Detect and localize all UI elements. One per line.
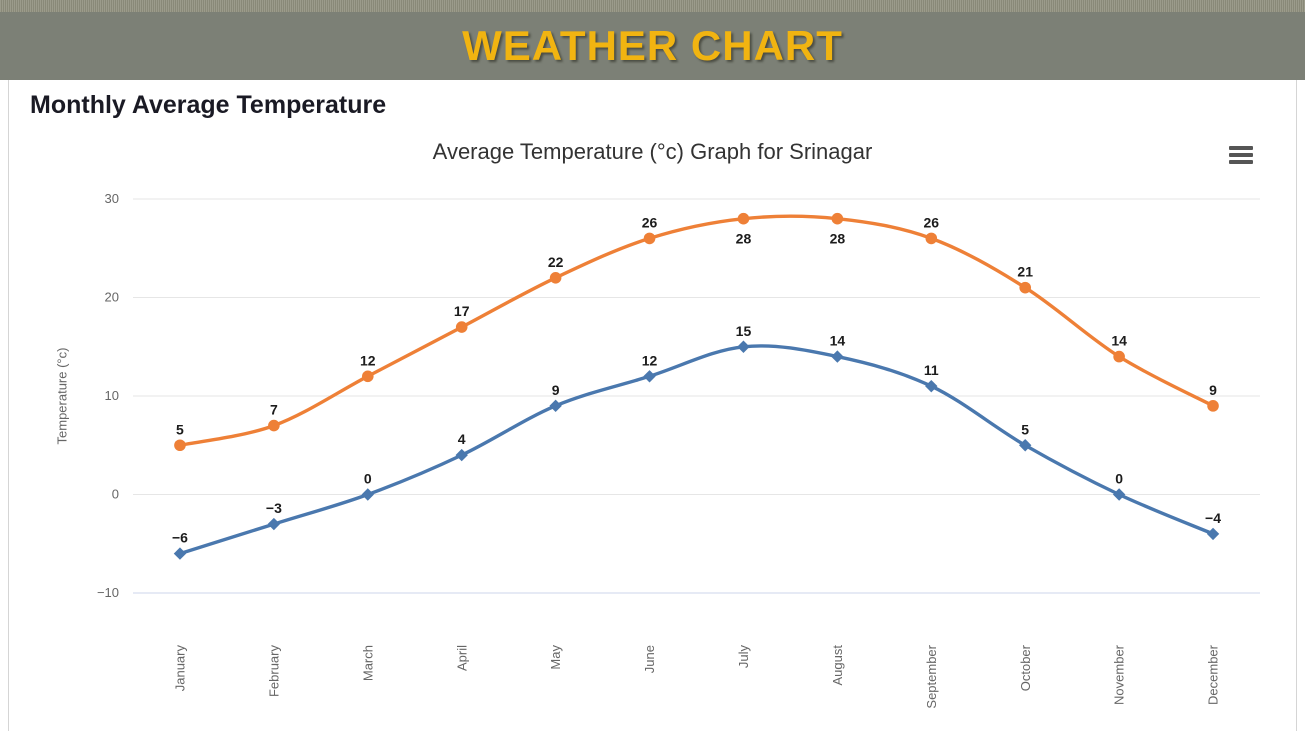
chart-context-menu-button[interactable] — [1228, 144, 1254, 166]
data-label-upper-temperature-august: 28 — [830, 231, 846, 247]
data-point-lower-temperature-april[interactable] — [455, 448, 468, 462]
hamburger-icon — [1229, 146, 1253, 150]
xtick-june: June — [642, 645, 657, 673]
data-point-lower-temperature-march[interactable] — [361, 488, 374, 501]
data-label-upper-temperature-march: 12 — [360, 352, 376, 368]
data-point-upper-temperature-february[interactable] — [268, 419, 280, 432]
ytick-20: 20 — [105, 290, 119, 305]
xtick-august: August — [830, 645, 845, 686]
series-line-upper-temperature — [178, 214, 1215, 447]
yaxis-title: Temperature (°c) — [55, 348, 70, 445]
data-label-upper-temperature-september: 26 — [924, 214, 940, 230]
data-point-lower-temperature-august[interactable] — [831, 350, 844, 363]
section-title: Monthly Average Temperature — [30, 91, 387, 119]
ytick-0: 0 — [112, 487, 119, 502]
xtick-october: October — [1018, 644, 1033, 691]
xtick-september: September — [924, 644, 939, 708]
data-point-lower-temperature-february[interactable] — [267, 517, 281, 531]
xtick-november: November — [1112, 644, 1127, 705]
data-label-upper-temperature-may: 22 — [548, 254, 564, 270]
chart-title: Average Temperature (°c) Graph for Srina… — [432, 139, 873, 164]
data-point-lower-temperature-january[interactable] — [173, 547, 187, 560]
data-point-lower-temperature-may[interactable] — [549, 399, 562, 413]
data-label-lower-temperature-july: 15 — [736, 323, 752, 339]
data-point-lower-temperature-july[interactable] — [737, 340, 750, 353]
data-point-upper-temperature-june[interactable] — [643, 232, 656, 245]
xtick-february: February — [266, 645, 281, 698]
data-label-lower-temperature-march: 0 — [364, 471, 372, 487]
data-point-lower-temperature-october[interactable] — [1019, 439, 1032, 452]
ytick-30: 30 — [105, 191, 119, 206]
data-label-lower-temperature-december: −4 — [1205, 510, 1221, 526]
data-point-upper-temperature-september[interactable] — [925, 232, 938, 245]
data-label-lower-temperature-august: 14 — [830, 333, 846, 349]
data-label-upper-temperature-december: 9 — [1209, 382, 1217, 398]
data-point-upper-temperature-november[interactable] — [1113, 350, 1125, 363]
data-label-upper-temperature-october: 21 — [1017, 264, 1033, 280]
content-card: Monthly Average Temperature Average Temp… — [8, 80, 1297, 731]
data-label-lower-temperature-february: −3 — [266, 500, 282, 516]
data-point-upper-temperature-august[interactable] — [831, 212, 844, 225]
data-label-lower-temperature-april: 4 — [458, 431, 466, 447]
xtick-december: December — [1206, 644, 1221, 705]
xtick-january: January — [173, 645, 188, 692]
ytick--10: −10 — [97, 585, 119, 600]
data-label-lower-temperature-september: 11 — [924, 362, 939, 378]
page-header: WEATHER CHART — [0, 0, 1305, 80]
data-label-upper-temperature-april: 17 — [454, 303, 470, 319]
series-line-lower-temperature — [178, 344, 1215, 556]
data-label-lower-temperature-june: 12 — [642, 352, 658, 368]
xtick-may: May — [548, 645, 563, 670]
data-point-upper-temperature-october[interactable] — [1019, 281, 1032, 294]
header-top-strip — [0, 0, 1305, 12]
data-point-lower-temperature-november[interactable] — [1112, 488, 1126, 501]
data-label-upper-temperature-november: 14 — [1111, 333, 1127, 349]
data-point-upper-temperature-march[interactable] — [361, 370, 374, 383]
data-label-upper-temperature-july: 28 — [736, 231, 752, 247]
data-point-lower-temperature-december[interactable] — [1206, 527, 1220, 541]
data-label-lower-temperature-october: 5 — [1021, 421, 1029, 437]
data-label-upper-temperature-january: 5 — [176, 421, 184, 437]
data-point-upper-temperature-april[interactable] — [455, 321, 468, 333]
data-label-lower-temperature-january: −6 — [172, 530, 188, 546]
page-title: WEATHER CHART — [462, 22, 843, 69]
xtick-july: July — [736, 645, 751, 669]
data-label-lower-temperature-november: 0 — [1115, 471, 1123, 487]
xtick-march: March — [360, 645, 375, 681]
data-point-upper-temperature-july[interactable] — [737, 212, 750, 225]
data-point-upper-temperature-january[interactable] — [174, 439, 186, 452]
data-label-upper-temperature-june: 26 — [642, 214, 658, 230]
data-label-upper-temperature-february: 7 — [270, 402, 278, 418]
ytick-10: 10 — [105, 388, 119, 403]
data-point-lower-temperature-june[interactable] — [643, 370, 656, 383]
data-label-lower-temperature-may: 9 — [552, 382, 560, 398]
xtick-april: April — [454, 645, 469, 671]
data-point-lower-temperature-september[interactable] — [925, 379, 938, 393]
data-point-upper-temperature-may[interactable] — [549, 272, 562, 284]
data-point-upper-temperature-december[interactable] — [1207, 400, 1219, 412]
temperature-chart-svg: 30 20 10 0 −10 Temperature (°c) January Februar… — [55, 191, 1260, 709]
